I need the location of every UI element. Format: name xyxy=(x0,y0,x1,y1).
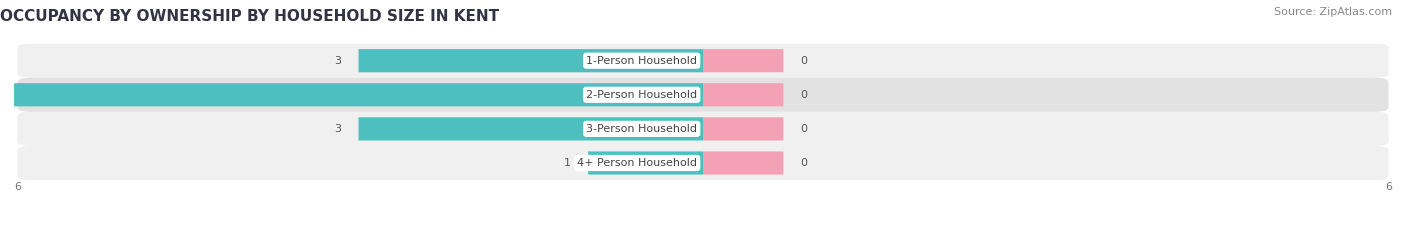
Text: 3: 3 xyxy=(335,124,342,134)
FancyBboxPatch shape xyxy=(359,49,703,72)
Text: 0: 0 xyxy=(800,90,807,100)
Text: 1: 1 xyxy=(564,158,571,168)
FancyBboxPatch shape xyxy=(703,151,783,175)
Text: 0: 0 xyxy=(800,158,807,168)
FancyBboxPatch shape xyxy=(703,83,783,106)
Text: 2-Person Household: 2-Person Household xyxy=(586,90,697,100)
Text: 3-Person Household: 3-Person Household xyxy=(586,124,697,134)
Text: 0: 0 xyxy=(800,56,807,66)
FancyBboxPatch shape xyxy=(703,117,783,140)
Text: 6: 6 xyxy=(14,182,21,192)
Legend: Owner-occupied, Renter-occupied: Owner-occupied, Renter-occupied xyxy=(589,230,817,233)
Text: 1-Person Household: 1-Person Household xyxy=(586,56,697,66)
FancyBboxPatch shape xyxy=(17,146,1389,180)
Text: 6: 6 xyxy=(1385,182,1392,192)
Text: Source: ZipAtlas.com: Source: ZipAtlas.com xyxy=(1274,7,1392,17)
FancyBboxPatch shape xyxy=(359,117,703,140)
FancyBboxPatch shape xyxy=(17,78,1389,112)
Text: OCCUPANCY BY OWNERSHIP BY HOUSEHOLD SIZE IN KENT: OCCUPANCY BY OWNERSHIP BY HOUSEHOLD SIZE… xyxy=(0,9,499,24)
FancyBboxPatch shape xyxy=(14,83,703,106)
FancyBboxPatch shape xyxy=(17,112,1389,146)
Text: 3: 3 xyxy=(335,56,342,66)
Text: 4+ Person Household: 4+ Person Household xyxy=(578,158,697,168)
Text: 0: 0 xyxy=(800,124,807,134)
FancyBboxPatch shape xyxy=(17,44,1389,78)
FancyBboxPatch shape xyxy=(703,49,783,72)
FancyBboxPatch shape xyxy=(588,151,703,175)
